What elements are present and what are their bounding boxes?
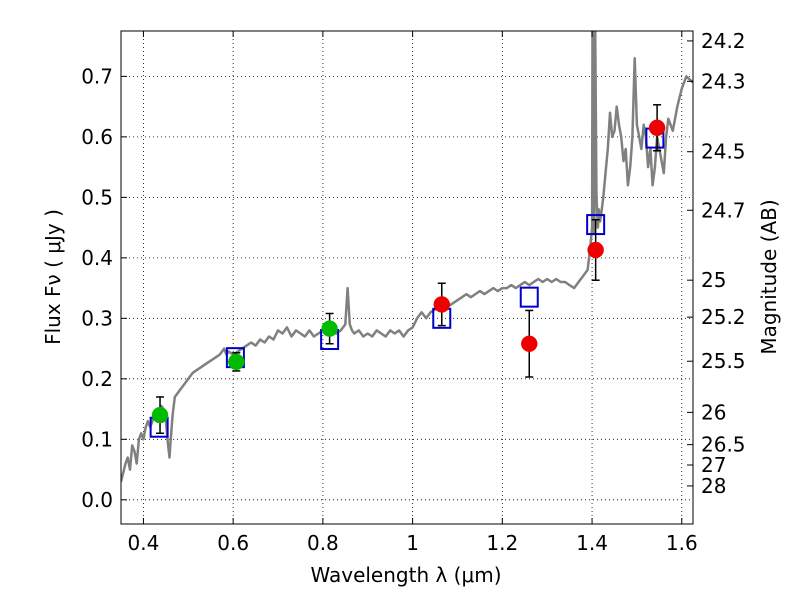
observed-flux-point	[321, 320, 338, 337]
magnitude-tick-label: 25	[701, 268, 726, 292]
x-tick-label: 1	[406, 531, 419, 555]
x-tick-label: 0.6	[217, 531, 249, 555]
observed-flux-point	[648, 119, 666, 137]
y-tick-label: 0.1	[81, 427, 113, 451]
y-tick-label: 0.5	[81, 185, 113, 209]
magnitude-tick-label: 24.3	[701, 69, 746, 93]
y-tick-label: 0.4	[81, 246, 113, 270]
observed-flux-point	[587, 241, 604, 259]
y-axis-title: Flux Fν ( μJy )	[41, 209, 65, 345]
magnitude-tick-label: 27	[701, 453, 726, 477]
y-tick-label: 0.0	[81, 488, 113, 512]
magnitude-tick-label: 26	[701, 400, 726, 424]
y-axis: 0.0 0.1 0.2 0.3 0.4 0.5 0.6 0.7	[81, 64, 127, 512]
magnitude-axis-title: Magnitude (AB)	[757, 199, 781, 354]
magnitude-tick-label: 26.5	[701, 433, 746, 457]
magnitude-tick-label: 25.5	[701, 349, 746, 373]
magnitude-tick-label: 28	[701, 474, 726, 498]
x-tick-label: 0.4	[128, 531, 160, 555]
x-tick-label: 1.2	[486, 531, 518, 555]
y-tick-label: 0.7	[81, 64, 113, 88]
magnitude-tick-label: 24.7	[701, 198, 746, 222]
magnitude-tick-label: 24.5	[701, 140, 746, 164]
template-spectrum-layer	[121, 31, 693, 483]
magnitude-tick-label: 24.2	[701, 29, 746, 53]
y-tick-label: 0.6	[81, 125, 113, 149]
x-tick-label: 1.4	[576, 531, 608, 555]
magnitude-tick-label: 25.2	[701, 305, 746, 329]
x-tick-label: 1.6	[666, 531, 698, 555]
y-tick-label: 0.3	[81, 306, 113, 330]
x-axis-title: Wavelength λ (μm)	[310, 563, 501, 587]
observed-flux-point	[151, 406, 169, 424]
template-spectrum-line	[121, 31, 693, 483]
observed-flux-point	[521, 335, 538, 352]
observed-point-layer	[151, 104, 666, 435]
plot-frame	[120, 30, 694, 525]
x-axis: 0.4 0.6 0.8 1 1.2 1.4 1.6	[128, 31, 698, 555]
observed-flux-point	[433, 296, 451, 313]
y-tick-label: 0.2	[81, 367, 113, 391]
observed-flux-point	[228, 353, 245, 371]
model-flux-box	[519, 286, 539, 308]
x-tick-label: 0.8	[307, 531, 339, 555]
